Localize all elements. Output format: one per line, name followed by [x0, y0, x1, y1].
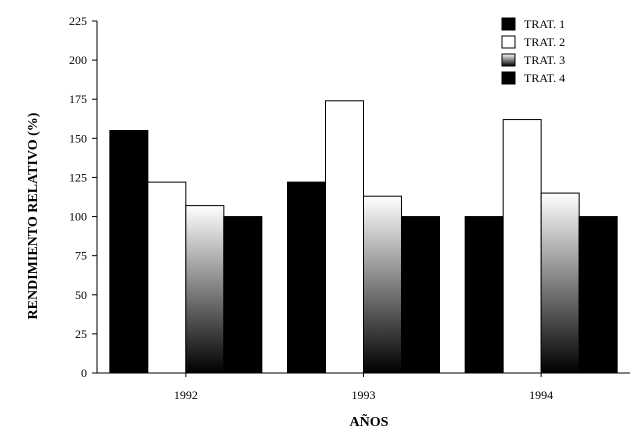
y-tick-label: 100	[69, 210, 87, 224]
x-tick-label: 1993	[352, 388, 376, 402]
y-tick-label: 0	[81, 366, 87, 380]
legend-swatch	[501, 71, 516, 85]
bar-trat-4-1992	[223, 216, 263, 374]
x-axis-title: AÑOS	[350, 412, 389, 430]
y-tick-label: 25	[75, 327, 87, 341]
bars-layer	[109, 100, 618, 374]
legend-swatch	[501, 17, 516, 31]
y-tick-label: 50	[75, 288, 87, 302]
legend-swatch	[501, 53, 516, 67]
y-tick-label: 125	[69, 170, 87, 184]
bar-trat-3-1994	[540, 192, 580, 374]
legend-label: TRAT. 4	[524, 71, 565, 85]
bar-trat-2-1994	[502, 119, 542, 374]
bar-trat-1-1992	[109, 130, 149, 374]
bar-trat-4-1993	[401, 216, 440, 374]
bar-trat-1-1993	[287, 181, 326, 374]
bar-trat-1-1994	[464, 216, 504, 374]
bar-trat-4-1994	[578, 216, 618, 374]
bar-trat-3-1993	[363, 195, 402, 374]
legend: TRAT. 1 TRAT. 2 TRAT. 3 TRAT. 4	[501, 17, 565, 85]
y-axis-title: RENDIMIENTO RELATIVO (%)	[26, 112, 41, 319]
legend-swatch	[501, 35, 516, 49]
bar-trat-2-1992	[147, 181, 187, 374]
bar-trat-2-1993	[325, 100, 364, 374]
y-tick-label: 150	[69, 131, 87, 145]
legend-label: TRAT. 1	[524, 17, 565, 31]
y-tick-label: 75	[75, 249, 87, 263]
y-tick-label: 175	[69, 92, 87, 106]
y-tick-label: 225	[69, 14, 87, 28]
x-tick-label: 1992	[174, 388, 198, 402]
bar-trat-3-1992	[185, 205, 225, 374]
x-tick-label: 1994	[529, 388, 553, 402]
axes-layer: 1992 1993 1994 0 25 50 75 100 125 150 175 200 225	[69, 14, 630, 402]
y-tick-label: 200	[69, 53, 87, 67]
legend-label: TRAT. 3	[524, 53, 565, 67]
legend-label: TRAT. 2	[524, 35, 565, 49]
